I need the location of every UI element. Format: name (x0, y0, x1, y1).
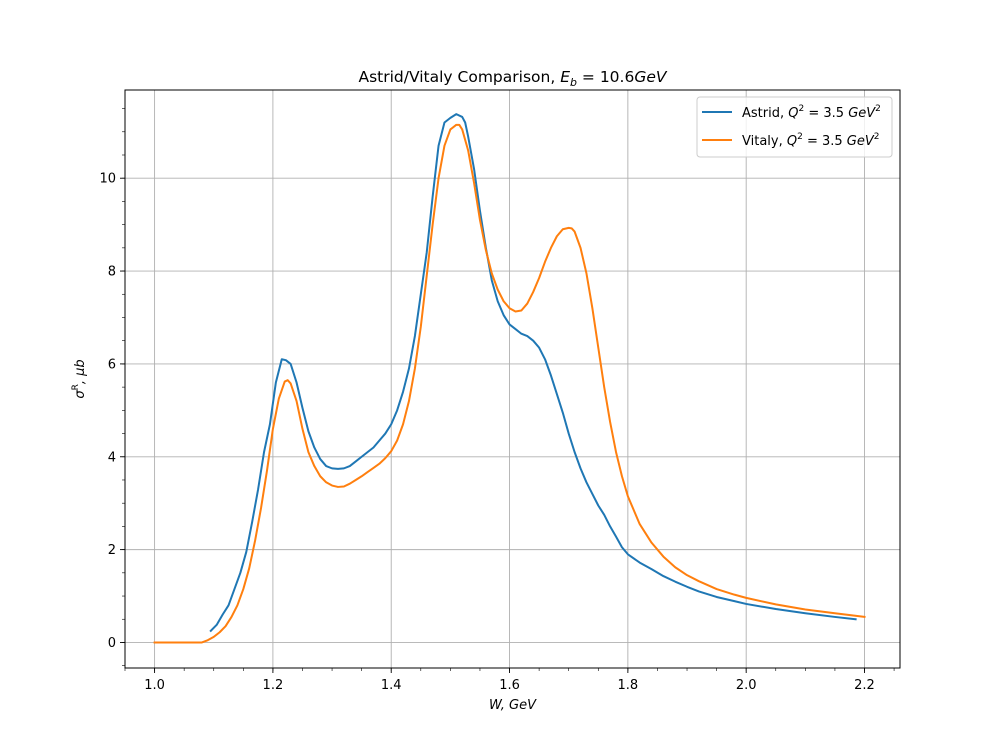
x-tick-label: 1.8 (618, 678, 639, 693)
y-tick-label: 0 (108, 636, 116, 651)
legend-box (696, 96, 893, 158)
x-tick-label: 1.2 (263, 678, 284, 693)
y-tick-label: 8 (108, 265, 116, 280)
x-tick-label: 2.0 (736, 678, 757, 693)
x-axis-label: W, GeV (489, 698, 537, 713)
y-tick-label: 4 (108, 450, 116, 465)
legend: Astrid, Q2 = 3.5 GeV2 Vitaly, Q2 = 3.5 G… (696, 96, 893, 158)
x-tick-label: 1.0 (144, 678, 165, 693)
axis-ticks: 1.0 1.2 1.4 1.6 1.8 2.0 2.2 0 2 4 6 8 10 (99, 108, 895, 693)
y-tick-label: 10 (99, 172, 116, 187)
plot-frame (124, 89, 901, 669)
y-tick-label: 6 (108, 357, 116, 372)
legend-entry-astrid: Astrid, Q2 = 3.5 GeV2 (742, 104, 881, 121)
x-tick-label: 2.2 (854, 678, 875, 693)
y-tick-label: 2 (108, 543, 116, 558)
series-line-vitaly (153, 123, 866, 644)
x-tick-label: 1.6 (499, 678, 520, 693)
series-line-astrid (209, 113, 857, 633)
legend-entry-vitaly: Vitaly, Q2 = 3.5 GeV2 (742, 132, 880, 149)
x-tick-label: 1.4 (381, 678, 402, 693)
series-lines (153, 113, 866, 644)
chart-title: Astrid/Vitaly Comparison, Eb = 10.6GeV (358, 68, 667, 89)
y-axis-label: σR, μb (71, 359, 88, 398)
